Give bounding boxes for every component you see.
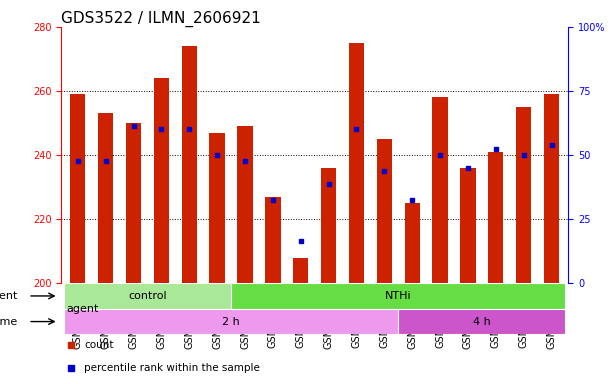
Bar [398, 309, 565, 334]
Bar [293, 258, 309, 283]
Bar [98, 113, 114, 283]
Text: agent: agent [0, 291, 18, 301]
Bar [70, 94, 86, 283]
Text: 4 h: 4 h [473, 316, 491, 326]
Text: time: time [0, 316, 18, 326]
Text: agent: agent [66, 304, 98, 314]
Bar [404, 203, 420, 283]
Bar [210, 132, 225, 283]
Bar [265, 197, 280, 283]
Bar [321, 168, 336, 283]
Bar [376, 139, 392, 283]
Bar [181, 46, 197, 283]
Text: NTHi: NTHi [385, 291, 412, 301]
Bar [516, 107, 532, 283]
Bar [126, 123, 141, 283]
Bar [231, 283, 565, 309]
Bar [64, 283, 231, 309]
Text: GDS3522 / ILMN_2606921: GDS3522 / ILMN_2606921 [61, 11, 261, 27]
Text: percentile rank within the sample: percentile rank within the sample [84, 363, 260, 373]
Text: 2 h: 2 h [222, 316, 240, 326]
Text: count: count [84, 340, 114, 350]
Text: control: control [128, 291, 167, 301]
Bar [544, 94, 559, 283]
Bar [349, 43, 364, 283]
Bar [433, 98, 448, 283]
Bar [237, 126, 253, 283]
Bar [64, 309, 398, 334]
Bar [460, 168, 475, 283]
Bar [488, 152, 503, 283]
Bar [154, 78, 169, 283]
